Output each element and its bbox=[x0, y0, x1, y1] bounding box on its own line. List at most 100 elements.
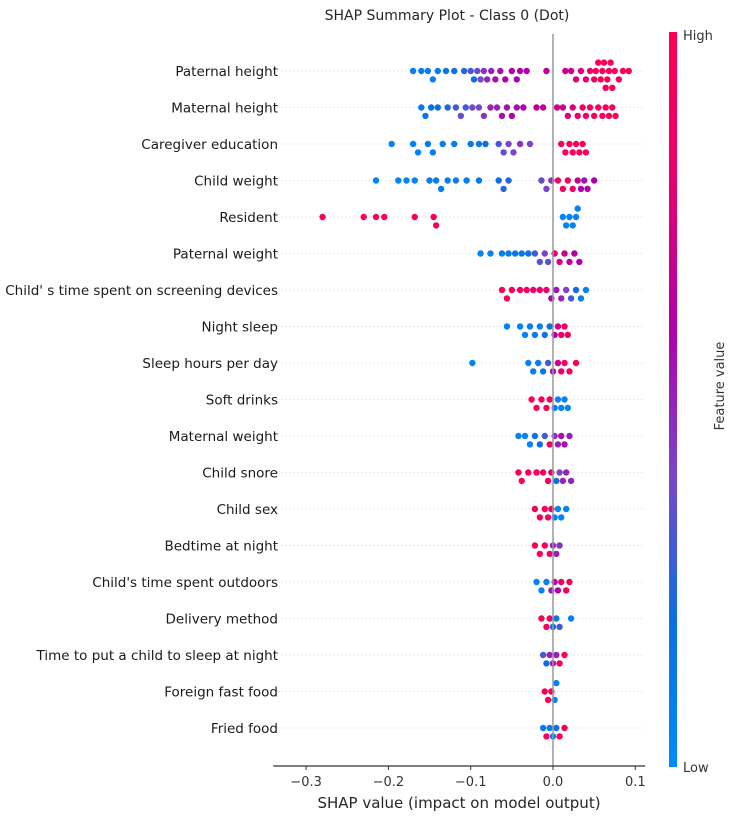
shap-point bbox=[477, 250, 484, 257]
shap-point bbox=[546, 396, 553, 403]
shap-point bbox=[564, 177, 572, 184]
shap-point bbox=[372, 213, 380, 221]
shap-point bbox=[388, 140, 395, 148]
shap-point bbox=[556, 623, 563, 631]
shap-point bbox=[508, 67, 516, 75]
shap-point bbox=[590, 112, 598, 120]
shap-point bbox=[470, 76, 478, 83]
shap-point bbox=[493, 104, 501, 111]
shap-point bbox=[567, 67, 575, 75]
shap-point bbox=[395, 177, 402, 184]
shap-point bbox=[577, 67, 585, 75]
shap-point bbox=[609, 84, 616, 92]
shap-point bbox=[572, 359, 580, 367]
shap-point bbox=[612, 112, 619, 120]
feature-label: Maternal height bbox=[171, 101, 278, 117]
shap-point bbox=[483, 76, 491, 83]
shap-point bbox=[503, 323, 511, 330]
shap-point bbox=[444, 104, 451, 111]
shap-point bbox=[558, 578, 565, 586]
feature-row: Night sleep bbox=[201, 320, 646, 339]
shap-point bbox=[605, 67, 613, 75]
shap-point bbox=[572, 213, 580, 221]
shap-point bbox=[516, 67, 524, 75]
shap-point bbox=[554, 505, 562, 513]
shap-point bbox=[576, 149, 583, 156]
shap-point bbox=[510, 149, 517, 156]
shap-point bbox=[602, 104, 609, 111]
shap-point bbox=[574, 205, 581, 212]
shap-point bbox=[426, 177, 433, 184]
shap-point bbox=[381, 213, 388, 221]
feature-label: Maternal weight bbox=[169, 429, 278, 445]
shap-point bbox=[462, 104, 469, 111]
shap-point bbox=[556, 542, 563, 549]
shap-point bbox=[360, 213, 367, 221]
feature-label: Caregiver education bbox=[141, 137, 278, 153]
shap-point bbox=[562, 587, 570, 594]
shap-point bbox=[429, 76, 437, 83]
shap-point bbox=[502, 76, 509, 83]
chart-title: SHAP Summary Plot - Class 0 (Dot) bbox=[325, 8, 570, 24]
shap-point bbox=[553, 724, 560, 732]
shap-point bbox=[500, 149, 507, 156]
feature-row: Child' s time spent on screening devices bbox=[5, 283, 646, 302]
colorbar-low-label: Low bbox=[683, 761, 709, 776]
shap-point bbox=[495, 177, 502, 184]
shap-point bbox=[475, 104, 483, 111]
shap-point bbox=[566, 258, 573, 266]
feature-row: Maternal height bbox=[171, 101, 646, 120]
x-tick-label: −0.1 bbox=[455, 775, 487, 790]
shap-point bbox=[533, 578, 540, 586]
shap-point bbox=[556, 660, 563, 667]
shap-point bbox=[518, 250, 525, 257]
shap-point bbox=[422, 112, 429, 120]
shap-point bbox=[523, 67, 530, 75]
shap-point bbox=[536, 441, 544, 448]
shap-point bbox=[572, 286, 580, 294]
shap-point bbox=[414, 149, 422, 156]
shap-point bbox=[546, 615, 553, 622]
shap-point bbox=[561, 651, 568, 659]
shap-point bbox=[543, 185, 550, 193]
shap-point bbox=[525, 469, 532, 476]
shap-point bbox=[579, 140, 586, 148]
shap-point bbox=[467, 140, 474, 148]
feature-label: Child snore bbox=[202, 466, 278, 482]
shap-point bbox=[487, 104, 494, 111]
shap-point bbox=[429, 149, 437, 156]
shap-point bbox=[534, 359, 542, 367]
shap-point bbox=[511, 250, 519, 257]
shap-point bbox=[432, 177, 440, 184]
shap-point bbox=[595, 104, 602, 111]
shap-point bbox=[498, 286, 506, 294]
shap-point bbox=[521, 432, 529, 440]
shap-point bbox=[469, 104, 476, 111]
shap-point bbox=[475, 140, 483, 148]
shap-point bbox=[544, 514, 552, 521]
shap-point bbox=[409, 140, 417, 148]
shap-point bbox=[599, 112, 606, 120]
feature-row: Resident bbox=[219, 205, 646, 229]
shap-point bbox=[531, 505, 539, 513]
shap-point bbox=[492, 76, 499, 83]
feature-label: Night sleep bbox=[201, 320, 278, 336]
shap-point bbox=[561, 250, 568, 257]
shap-point bbox=[439, 140, 446, 148]
shap-point bbox=[567, 295, 575, 302]
shap-point bbox=[480, 112, 488, 120]
shap-point bbox=[513, 76, 520, 83]
shap-point bbox=[474, 67, 481, 75]
shap-point bbox=[625, 67, 632, 75]
feature-label: Foreign fast food bbox=[164, 685, 278, 701]
shap-point bbox=[566, 213, 573, 221]
shap-point bbox=[553, 550, 560, 558]
colorbar-high-label: High bbox=[683, 29, 713, 44]
shap-point bbox=[452, 177, 460, 184]
shap-point bbox=[498, 112, 506, 120]
feature-label: Sleep hours per day bbox=[142, 356, 278, 372]
shap-point bbox=[434, 104, 441, 111]
feature-row: Paternal weight bbox=[173, 247, 646, 266]
shap-point bbox=[567, 477, 575, 485]
shap-point bbox=[319, 213, 326, 221]
